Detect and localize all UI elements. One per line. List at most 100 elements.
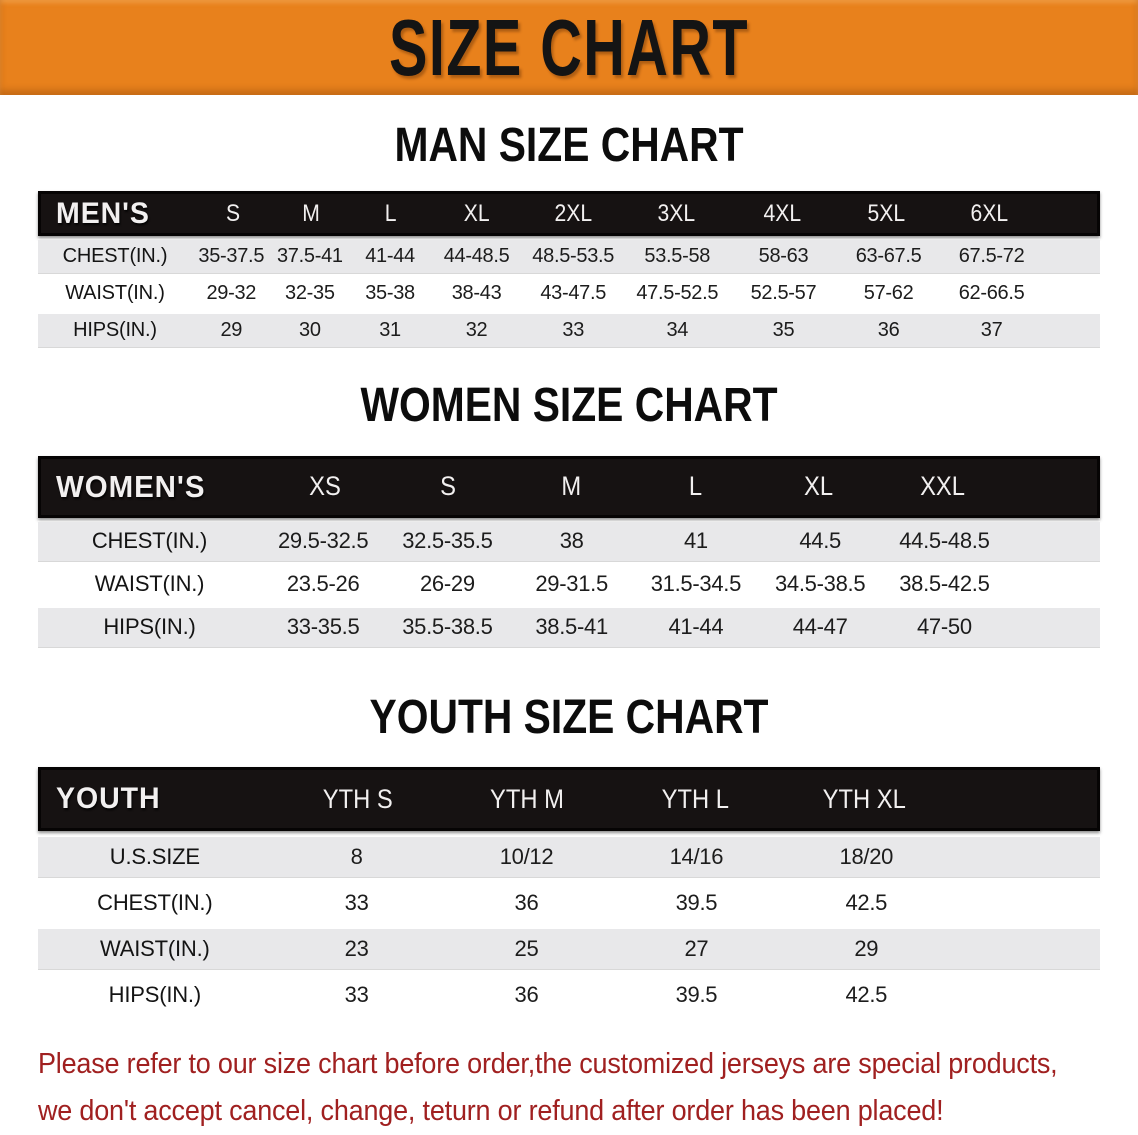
value-cell: 41-44 <box>365 245 415 268</box>
row-label: HIPS(IN.) <box>73 319 157 342</box>
value-cell: 67.5-72 <box>958 245 1025 268</box>
size-header-cell: L <box>385 199 397 227</box>
size-header-cell: S <box>226 199 241 227</box>
value-cell: 48.5-53.5 <box>532 245 615 268</box>
size-header-cell: 4XL <box>763 199 802 227</box>
value-cell: 36 <box>877 319 900 342</box>
footer-note: Please refer to our size chart before or… <box>38 1041 1138 1135</box>
row-label: CHEST(IN.) <box>91 528 208 554</box>
value-cell: 27 <box>684 936 709 962</box>
size-header-cell: M <box>302 199 321 227</box>
row-label: U.S.SIZE <box>109 844 200 870</box>
value-cell: 39.5 <box>675 890 718 916</box>
value-cell: 29-32 <box>206 282 257 305</box>
size-header-cell: 5XL <box>868 199 906 227</box>
row-label: CHEST(IN.) <box>97 890 213 916</box>
value-cell: 32.5-35.5 <box>402 528 493 554</box>
men-size-table: MEN'S S M L XL 2XL 3XL 4XL 5XL 6XL CHEST(IN.) 35-37… <box>38 191 1100 348</box>
value-cell: 33 <box>562 319 585 342</box>
value-cell: 42.5 <box>845 890 888 916</box>
youth-section-heading: YOUTH SIZE CHART <box>369 690 769 744</box>
size-header-cell: 2XL <box>554 199 592 227</box>
measurement-row: CHEST(IN.) 35-37.5 37.5-41 41-44 44-48.5 48.5… <box>38 240 1100 274</box>
table-header-row: MEN'S S M L XL 2XL 3XL 4XL 5XL 6XL <box>38 191 1100 237</box>
value-cell: 47-50 <box>917 614 972 640</box>
table-title-cell: WOMEN'S <box>56 468 206 504</box>
value-cell: 57-62 <box>863 282 914 305</box>
measurement-row: WAIST(IN.) 23 25 27 29 <box>38 929 1100 970</box>
value-cell: 62-66.5 <box>958 282 1025 305</box>
value-cell: 25 <box>514 936 539 962</box>
size-header-cell: XL <box>464 199 491 227</box>
row-label: WAIST(IN.) <box>100 936 210 962</box>
value-cell: 44-48.5 <box>443 245 510 268</box>
value-cell: 34.5-38.5 <box>775 571 866 597</box>
banner-title: SIZE CHART <box>389 2 749 92</box>
value-cell: 31 <box>379 319 401 342</box>
value-cell: 38 <box>559 528 584 554</box>
size-header-cell: XL <box>804 471 834 502</box>
size-header-cell: YTH S <box>322 783 393 814</box>
value-cell: 23.5-26 <box>286 571 360 597</box>
note-line-2: we don't accept cancel, change, teturn o… <box>38 1095 944 1128</box>
value-cell: 39.5 <box>675 982 718 1008</box>
value-cell: 35-38 <box>365 282 415 305</box>
measurement-row: WAIST(IN.) 29-32 32-35 35-38 38-43 43-47.5 47.… <box>38 277 1100 311</box>
value-cell: 37.5-41 <box>276 245 343 268</box>
size-header-cell: XS <box>308 471 341 502</box>
row-label: HIPS(IN.) <box>103 614 196 640</box>
value-cell: 52.5-57 <box>750 282 817 305</box>
size-header-cell: L <box>688 471 702 502</box>
table-header-row: WOMEN'S XS S M L XL XXL <box>38 455 1100 518</box>
size-header-cell: YTH M <box>489 783 564 814</box>
note-line-1: Please refer to our size chart before or… <box>38 1048 1058 1081</box>
value-cell: 33 <box>344 890 369 916</box>
size-header-cell: 3XL <box>657 199 696 227</box>
value-cell: 32-35 <box>285 282 335 305</box>
value-cell: 35.5-38.5 <box>402 614 493 640</box>
value-cell: 33-35.5 <box>286 614 360 640</box>
measurement-row: U.S.SIZE 8 10/12 14/16 18/20 <box>38 837 1100 878</box>
table-title-cell: MEN'S <box>56 196 150 230</box>
value-cell: 42.5 <box>845 982 888 1008</box>
value-cell: 53.5-58 <box>644 245 711 268</box>
section-women: WOMEN SIZE CHART WOMEN'S XS S M L XL XXL CHEST(… <box>0 347 1138 647</box>
value-cell: 29 <box>854 936 879 962</box>
size-header-cell: S <box>440 471 456 502</box>
row-label: WAIST(IN.) <box>94 571 205 597</box>
row-label: WAIST(IN.) <box>65 282 165 305</box>
value-cell: 36 <box>514 890 539 916</box>
value-cell: 63-67.5 <box>855 245 922 268</box>
value-cell: 14/16 <box>669 844 724 870</box>
banner: SIZE CHART <box>0 0 1138 95</box>
value-cell: 8 <box>350 844 363 870</box>
value-cell: 31.5-34.5 <box>650 571 742 597</box>
value-cell: 38.5-41 <box>535 614 608 640</box>
value-cell: 38-43 <box>451 282 502 305</box>
value-cell: 41 <box>683 528 708 554</box>
value-cell: 44.5 <box>799 528 841 554</box>
table-title-cell: YOUTH <box>56 782 161 816</box>
measurement-row: HIPS(IN.) 33 36 39.5 42.5 <box>38 975 1100 1016</box>
value-cell: 37 <box>980 319 1003 342</box>
women-size-table: WOMEN'S XS S M L XL XXL CHEST(IN.) 29.5-32.5 32.5… <box>38 455 1100 647</box>
men-section-heading: MAN SIZE CHART <box>394 119 744 172</box>
value-cell: 10/12 <box>499 844 554 870</box>
size-header-cell: M <box>561 471 582 502</box>
value-cell: 29.5-32.5 <box>278 528 369 554</box>
value-cell: 38.5-42.5 <box>899 571 990 597</box>
measurement-row: CHEST(IN.) 33 36 39.5 42.5 <box>38 883 1100 924</box>
measurement-row: CHEST(IN.) 29.5-32.5 32.5-35.5 38 41 44.5 44.5… <box>38 521 1100 561</box>
value-cell: 44.5-48.5 <box>899 528 990 554</box>
section-men: MAN SIZE CHART MEN'S S M L XL 2XL 3XL 4XL 5XL 6XL… <box>0 95 1138 348</box>
size-header-cell: YTH XL <box>823 783 907 814</box>
row-label: HIPS(IN.) <box>108 982 202 1008</box>
women-section-heading: WOMEN SIZE CHART <box>360 379 778 433</box>
value-cell: 33 <box>344 982 369 1008</box>
measurement-row: HIPS(IN.) 29 30 31 32 33 34 35 36 37 <box>38 314 1100 348</box>
value-cell: 44-47 <box>792 614 848 640</box>
value-cell: 43-47.5 <box>540 282 607 305</box>
size-header-cell: YTH L <box>662 783 730 814</box>
value-cell: 41-44 <box>668 614 724 640</box>
